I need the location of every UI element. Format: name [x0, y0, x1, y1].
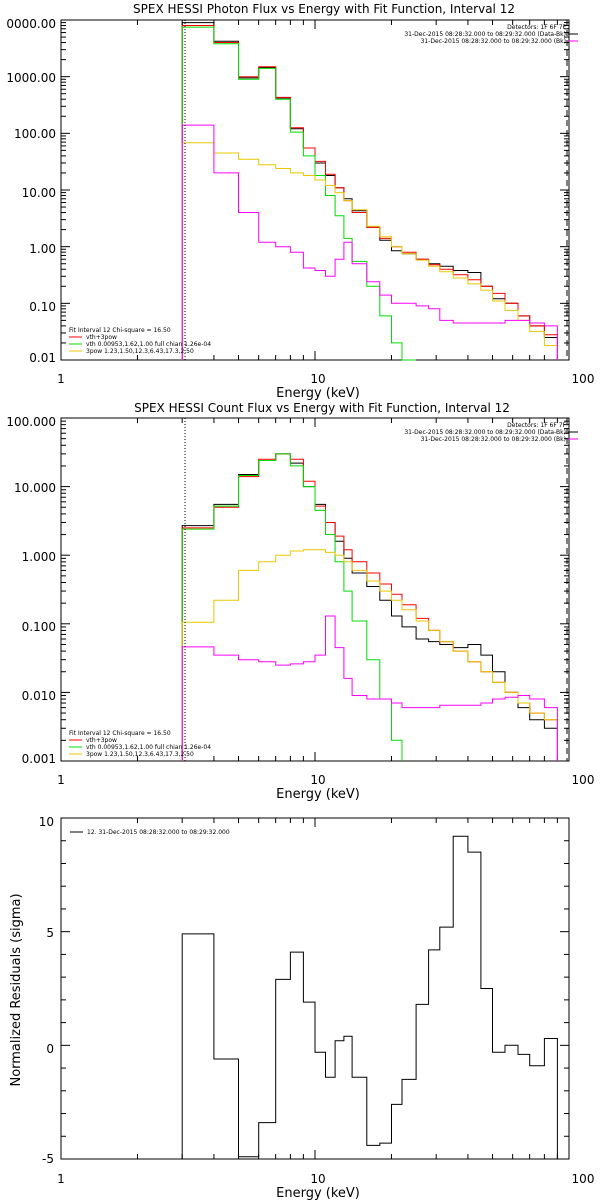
resid-xtick-10: 10 — [310, 1172, 325, 1186]
resid-yaxis-label: Normalized Residuals (sigma) — [9, 893, 24, 1086]
count-xtick-100: 100 — [572, 773, 595, 787]
resid-ytick-neg5: -5 — [42, 1152, 54, 1166]
photon-legend-vth: vth 0.00953,1.62,1.00 full chian 1.26e-0… — [86, 341, 211, 348]
count-xaxis-label: Energy (keV) — [276, 787, 360, 802]
photon-legend-vth3pow: vth+3pow — [86, 334, 117, 341]
count-legend-vth: vth 0.00953,1.62,1.00 full chian 1.26e-0… — [86, 744, 211, 751]
photon-xtick-1: 1 — [57, 372, 65, 386]
resid-ytick-10: 10 — [39, 815, 54, 829]
photon-legend-bk: 31-Dec-2015 08:28:32.000 to 08:29:32.000… — [421, 38, 566, 45]
count-ytick-3: 0.100 — [22, 620, 56, 634]
count-legend-data-bk: 31-Dec-2015 08:28:32.000 to 08:29:32.000… — [404, 429, 566, 436]
residuals-panel: 10 5 0 -5 1 10 100 Energy (keV) Normaliz… — [9, 815, 594, 1200]
photon-flux-plot-frame — [60, 19, 570, 361]
count-legend-fit-interval: Fit Interval 12 Chi-square = 16.50 — [69, 730, 171, 737]
photon-ytick-1: 1000.00 — [6, 71, 56, 85]
count-legend-vth3pow: vth+3pow — [86, 737, 117, 744]
series-line-vth-3pow — [181, 25, 558, 360]
count-flux-plot-frame — [60, 417, 570, 762]
photon-flux-panel: SPEX HESSI Photon Flux vs Energy with Fi… — [6, 2, 594, 401]
count-xtick-1: 1 — [57, 773, 65, 787]
count-legend-detectors: Detectors: 1F 6F 7F — [507, 422, 566, 429]
resid-xtick-100: 100 — [572, 1172, 595, 1186]
count-legend-top: Detectors: 1F 6F 7F 31-Dec-2015 08:28:32… — [404, 422, 578, 443]
series-line-data-bk — [181, 22, 558, 360]
resid-ytick-0: 0 — [46, 1042, 54, 1056]
series-line-residuals — [181, 835, 558, 1159]
photon-legend-data-bk: 31-Dec-2015 08:28:32.000 to 08:29:32.000… — [404, 31, 566, 38]
residuals-series — [181, 835, 558, 1159]
series-line-3pow — [181, 142, 558, 360]
photon-xtick-100: 100 — [572, 372, 595, 386]
resid-xtick-1: 1 — [57, 1172, 65, 1186]
photon-ytick-3: 10.00 — [22, 186, 56, 200]
series-line-bk — [181, 615, 558, 761]
photon-ytick-5: 0.10 — [29, 300, 56, 314]
count-ytick-4: 0.010 — [22, 689, 56, 703]
photon-ytick-6: 0.01 — [29, 351, 56, 365]
photon-flux-tick-marks — [60, 20, 569, 361]
photon-ytick-4: 1.00 — [29, 242, 56, 256]
count-ytick-1: 10.000 — [14, 481, 56, 495]
photon-flux-series — [181, 22, 558, 361]
photon-legend-bottom: Fit Interval 12 Chi-square = 16.50 vth+3… — [69, 327, 211, 355]
photon-ytick-0: 0000.00 — [6, 17, 56, 31]
series-line-vth — [181, 26, 417, 361]
resid-ytick-5: 5 — [46, 926, 54, 940]
residuals-legend: 12. 31-Dec-2015 08:28:32.000 to 08:29:32… — [70, 829, 230, 836]
series-line-3pow — [181, 549, 558, 761]
count-legend-bk: 31-Dec-2015 08:28:32.000 to 08:29:32.000… — [421, 436, 566, 443]
count-flux-tick-marks — [60, 418, 569, 762]
count-ytick-0: 100.000 — [6, 415, 56, 429]
count-ytick-2: 1.000 — [22, 550, 56, 564]
count-flux-panel: SPEX HESSI Count Flux vs Energy with Fit… — [6, 401, 594, 802]
photon-legend-detectors: Detectors: 1F 6F 7F — [507, 24, 566, 31]
photon-xaxis-label: Energy (keV) — [276, 386, 360, 401]
photon-ytick-2: 100.00 — [14, 127, 56, 141]
photon-xtick-10: 10 — [310, 372, 325, 386]
photon-flux-title: SPEX HESSI Photon Flux vs Energy with Fi… — [133, 2, 515, 16]
count-legend-3pow: 3pow 1.23,1.50,12.3,6.43,17.3,2.50 — [86, 751, 194, 758]
count-ytick-5: 0.001 — [22, 752, 56, 766]
series-line-vth — [181, 453, 403, 761]
count-flux-title: SPEX HESSI Count Flux vs Energy with Fit… — [134, 401, 510, 415]
residuals-tick-marks — [60, 817, 569, 1160]
residuals-legend-interval: 12. 31-Dec-2015 08:28:32.000 to 08:29:32… — [87, 829, 230, 836]
photon-legend-fit-interval: Fit Interval 12 Chi-square = 16.50 — [69, 327, 171, 334]
photon-legend-3pow: 3pow 1.23,1.50,12.3,6.43,17.3,2.50 — [86, 348, 194, 355]
series-line-bk — [181, 124, 558, 360]
count-flux-series — [181, 453, 558, 761]
photon-legend-top: Detectors: 1F 6F 7F 31-Dec-2015 08:28:32… — [404, 24, 578, 45]
count-xtick-10: 10 — [310, 773, 325, 787]
resid-xaxis-label: Energy (keV) — [276, 1186, 360, 1200]
count-legend-bottom: Fit Interval 12 Chi-square = 16.50 vth+3… — [69, 730, 211, 758]
